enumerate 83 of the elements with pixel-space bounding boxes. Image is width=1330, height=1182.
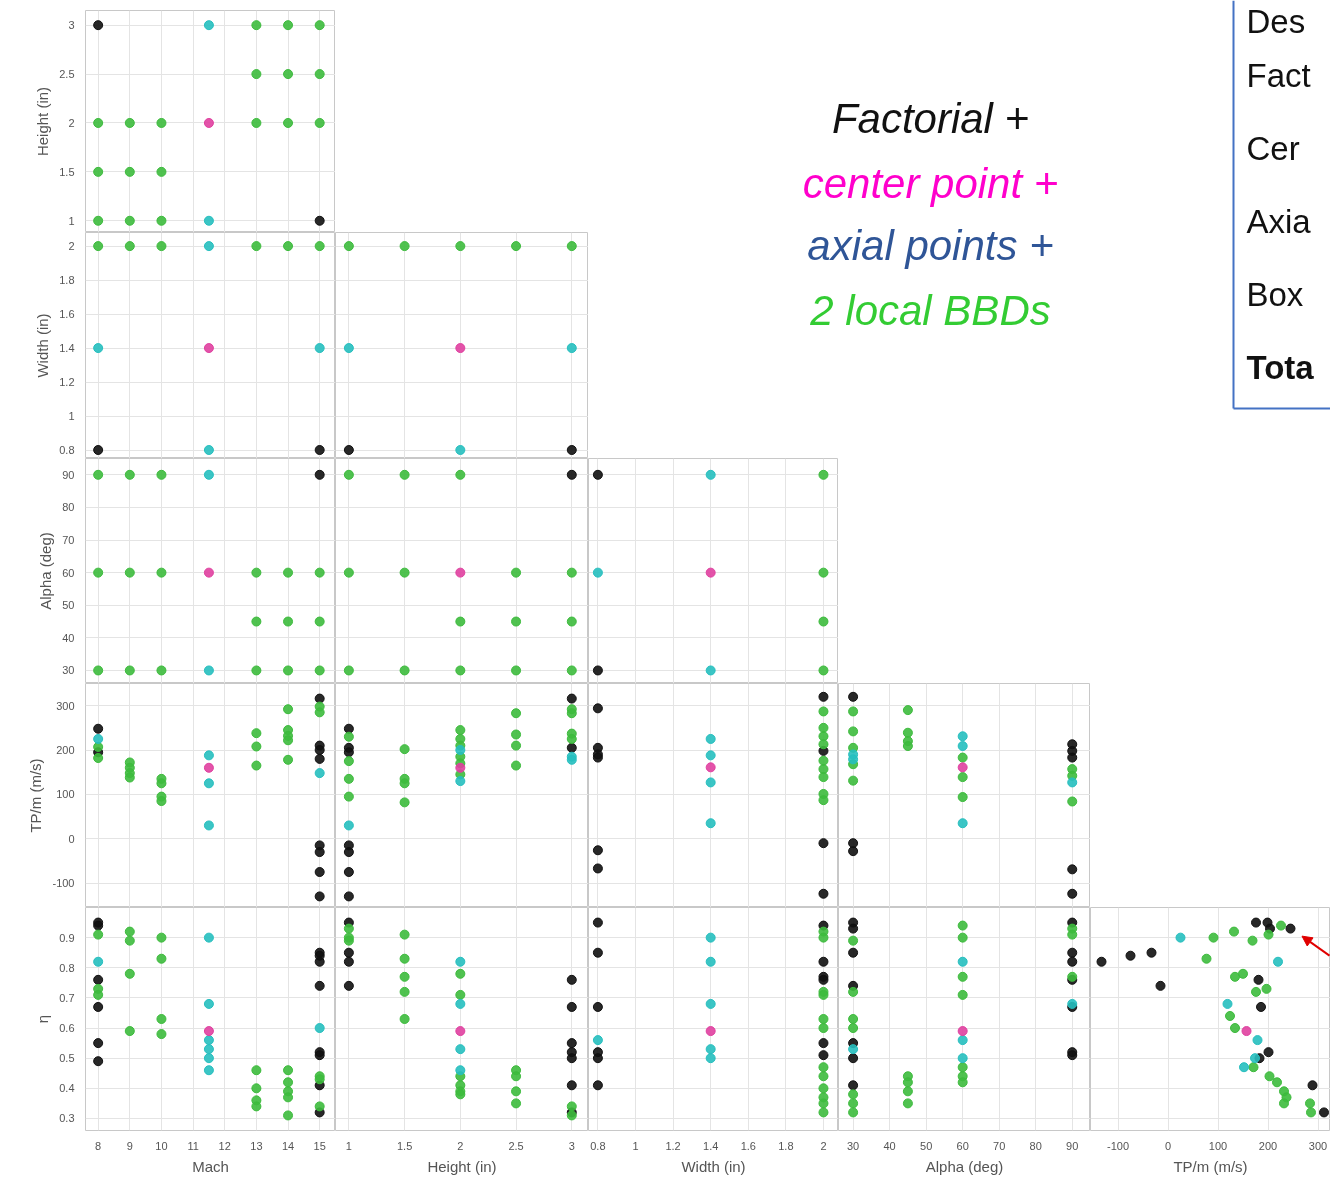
x-tick-label: 14	[281, 1139, 295, 1152]
text: Fact	[1246, 57, 1311, 94]
y-tick-label: 1.2	[59, 376, 75, 389]
x-tick-label: 2	[820, 1139, 827, 1152]
x-tick-label: 2	[457, 1139, 464, 1152]
y-tick-label: 40	[62, 631, 75, 644]
x-axis-title: Alpha (deg)	[925, 1157, 1004, 1175]
x-tick-label: 11	[187, 1139, 199, 1152]
x-tick-label: -100	[1106, 1139, 1130, 1152]
x-tick-label: 100	[1208, 1139, 1228, 1152]
x-axis-title: Width (in)	[681, 1157, 746, 1175]
x-tick-label: 90	[1066, 1139, 1079, 1152]
text: Tota	[1246, 349, 1315, 386]
x-axis-title: Mach	[192, 1157, 229, 1175]
x-tick-label: 15	[313, 1139, 326, 1152]
y-axis-title: Width (in)	[34, 313, 52, 378]
x-tick-label: 8	[95, 1139, 102, 1152]
y-tick-label: 0.8	[59, 444, 75, 456]
y-tick-label: 70	[62, 534, 75, 547]
y-tick-label: 0.9	[59, 931, 75, 944]
x-tick-label: 70	[993, 1139, 1006, 1152]
y-tick-label: 0.4	[59, 1082, 75, 1095]
x-tick-label: 13	[250, 1139, 263, 1152]
y-tick-label: 0.6	[59, 1022, 75, 1035]
y-tick-label: 80	[62, 501, 75, 514]
y-tick-label: 3	[68, 19, 75, 32]
x-tick-label: 1.2	[665, 1139, 681, 1152]
x-tick-label: 300	[1308, 1139, 1328, 1152]
y-tick-label: 1.5	[59, 165, 75, 178]
y-tick-label: 1.6	[59, 308, 75, 321]
y-axis-title: Alpha (deg)	[37, 532, 55, 610]
x-tick-label: 1.4	[703, 1139, 719, 1152]
y-tick-label: 300	[56, 699, 75, 712]
y-tick-label: 100	[56, 788, 75, 801]
y-axis-title: Height (in)	[34, 86, 52, 157]
x-tick-label: 1.5	[396, 1139, 413, 1152]
y-tick-label: -100	[52, 877, 75, 890]
x-tick-label: 10	[155, 1139, 168, 1152]
x-tick-label: 1	[632, 1139, 639, 1152]
text: Cer	[1246, 130, 1300, 167]
y-tick-label: 2	[68, 240, 75, 253]
x-tick-label: 50	[920, 1139, 933, 1152]
y-tick-label: 2	[68, 116, 75, 129]
y-axis-title: η	[34, 1014, 52, 1024]
text: Des	[1246, 2, 1306, 40]
text: Box	[1246, 276, 1304, 313]
y-tick-label: 1.4	[59, 342, 75, 355]
x-tick-label: 60	[956, 1139, 969, 1152]
x-tick-label: 1.8	[778, 1139, 794, 1152]
text: axial points +	[807, 222, 1054, 269]
y-tick-label: 2.5	[59, 68, 75, 81]
y-tick-label: 0.8	[59, 961, 75, 974]
y-tick-label: 0.3	[59, 1112, 75, 1125]
y-tick-label: 1	[68, 410, 75, 423]
x-tick-label: 3	[568, 1139, 575, 1152]
y-tick-label: 0	[68, 832, 75, 845]
y-axis-title: TP/m (m/s)	[27, 758, 45, 833]
y-tick-label: 0.7	[59, 991, 75, 1004]
y-tick-label: 50	[62, 599, 75, 612]
x-tick-label: 80	[1029, 1139, 1042, 1152]
y-tick-label: 30	[62, 664, 75, 677]
text: Axia	[1246, 203, 1312, 240]
text: Factorial +	[831, 95, 1030, 142]
y-tick-label: 0.5	[59, 1052, 75, 1065]
text: 2 local BBDs	[809, 287, 1051, 334]
x-tick-label: 0	[1164, 1139, 1172, 1152]
x-tick-label: 0.8	[590, 1139, 606, 1152]
x-tick-label: 1.6	[740, 1139, 756, 1152]
x-axis-title: TP/m (m/s)	[1173, 1157, 1248, 1175]
x-tick-label: 2.5	[508, 1139, 524, 1152]
y-tick-label: 60	[62, 566, 75, 579]
x-tick-label: 9	[126, 1139, 133, 1152]
text: center point +	[802, 160, 1059, 207]
y-tick-label: 1	[68, 214, 75, 227]
y-tick-label: 200	[56, 744, 75, 757]
x-tick-label: 1	[345, 1139, 352, 1152]
y-tick-label: 90	[62, 468, 75, 481]
x-axis-title: Height (in)	[427, 1157, 497, 1175]
x-tick-label: 12	[218, 1139, 231, 1152]
x-tick-label: 30	[846, 1139, 860, 1152]
x-tick-label: 40	[883, 1139, 896, 1152]
x-tick-label: 200	[1258, 1139, 1278, 1152]
y-tick-label: 1.8	[59, 274, 75, 287]
